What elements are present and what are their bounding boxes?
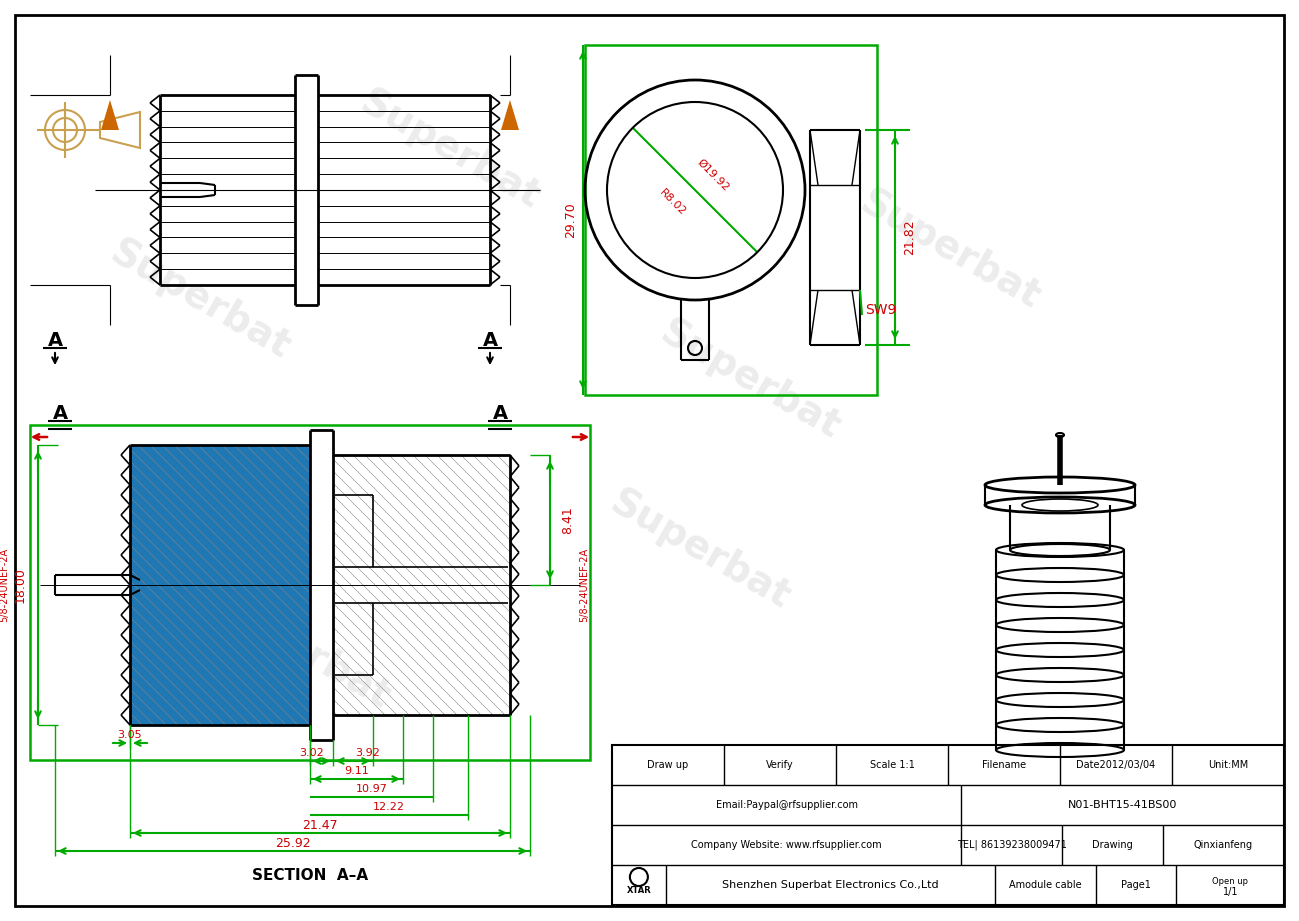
Text: Superbat: Superbat <box>353 83 547 216</box>
Text: 5/8-24UNEF-2A: 5/8-24UNEF-2A <box>579 548 588 622</box>
Text: 5/8-24UNEF-2A: 5/8-24UNEF-2A <box>0 548 9 622</box>
Text: Superbat: Superbat <box>853 183 1047 317</box>
Text: A: A <box>52 403 68 423</box>
Text: Verify: Verify <box>766 760 794 770</box>
Text: Amodule cable: Amodule cable <box>1009 880 1082 890</box>
Text: XTAR: XTAR <box>626 885 651 894</box>
Text: 3.02: 3.02 <box>299 748 323 758</box>
Text: 8.41: 8.41 <box>561 507 574 534</box>
Text: 3.92: 3.92 <box>356 748 381 758</box>
Polygon shape <box>501 100 520 130</box>
Text: 1/1: 1/1 <box>1222 887 1238 897</box>
Text: Unit:MM: Unit:MM <box>1208 760 1248 770</box>
Text: Page1: Page1 <box>1121 880 1151 890</box>
Text: TEL| 86139238009471: TEL| 86139238009471 <box>957 840 1066 850</box>
Text: Scale 1:1: Scale 1:1 <box>869 760 914 770</box>
Text: A: A <box>482 331 498 349</box>
Text: Date2012/03/04: Date2012/03/04 <box>1077 760 1156 770</box>
Text: N01-BHT15-41BS00: N01-BHT15-41BS00 <box>1068 800 1177 810</box>
Text: 12.22: 12.22 <box>373 802 405 812</box>
Text: Email:Paypal@rfsupplier.com: Email:Paypal@rfsupplier.com <box>716 800 857 810</box>
Text: 25.92: 25.92 <box>274 836 310 849</box>
Text: A: A <box>492 403 508 423</box>
Text: Superbat: Superbat <box>203 583 396 717</box>
Text: SECTION  A–A: SECTION A–A <box>252 868 368 882</box>
Text: Ø19.92: Ø19.92 <box>695 157 731 192</box>
Text: Shenzhen Superbat Electronics Co.,Ltd: Shenzhen Superbat Electronics Co.,Ltd <box>722 880 939 890</box>
Text: Company Website: www.rfsupplier.com: Company Website: www.rfsupplier.com <box>691 840 882 850</box>
Text: Qinxianfeng: Qinxianfeng <box>1194 840 1254 850</box>
Text: R8.02: R8.02 <box>657 187 688 217</box>
Text: Superbat: Superbat <box>653 313 847 447</box>
Text: Superbat: Superbat <box>603 484 796 617</box>
Text: 18.00: 18.00 <box>13 567 26 603</box>
Text: 10.97: 10.97 <box>356 784 387 794</box>
Text: 29.70: 29.70 <box>565 202 578 238</box>
Text: 9.11: 9.11 <box>344 766 369 776</box>
Bar <box>612 745 1283 905</box>
Text: Superbat: Superbat <box>103 233 296 367</box>
Text: 3.05: 3.05 <box>118 730 143 740</box>
Text: A: A <box>48 331 62 349</box>
Text: Open up: Open up <box>1212 877 1248 885</box>
Text: 21.47: 21.47 <box>303 819 338 832</box>
Bar <box>130 445 310 725</box>
Text: Drawing: Drawing <box>1092 840 1133 850</box>
Text: Filename: Filename <box>982 760 1026 770</box>
Polygon shape <box>101 100 120 130</box>
Bar <box>585 45 877 395</box>
Text: SW9: SW9 <box>865 303 896 317</box>
Text: 21.82: 21.82 <box>904 220 917 255</box>
Bar <box>30 425 590 760</box>
Text: Draw up: Draw up <box>647 760 688 770</box>
